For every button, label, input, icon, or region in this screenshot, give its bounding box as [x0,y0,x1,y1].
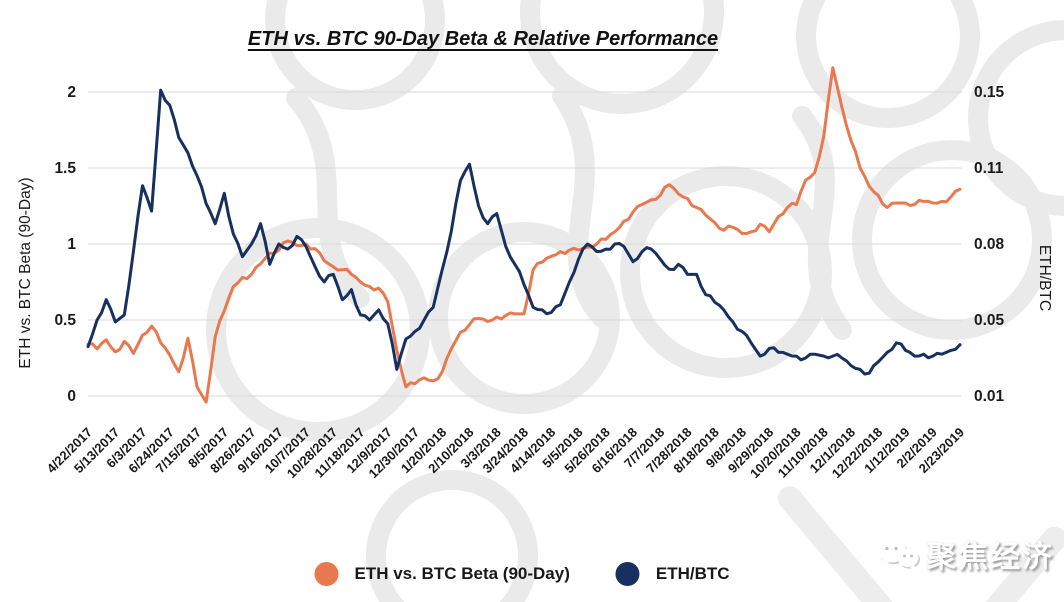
beta-series-line [86,66,962,404]
y-tick-label-right: 0.15 [974,84,1005,101]
beta-series-label: ETH vs. BTC Beta (90-Day) [354,564,570,583]
y-tick-label-left: 1.5 [54,160,76,177]
y-tick-label-right: 0.05 [974,312,1005,329]
y-tick-label-left: 0.5 [54,312,76,329]
y-tick-label-left: 1 [67,236,76,253]
axis-titles: ETH vs. BTC Beta (90-Day) ETH/BTC [17,177,1053,368]
brand-watermark: 聚焦经济 [874,532,1054,576]
y-tick-label-right: 0.11 [974,160,1004,177]
legend: ETH vs. BTC Beta (90-Day) ETH/BTC [314,562,730,586]
ethbtc-series-marker [615,562,640,586]
y-tick-label-left: 2 [67,84,76,101]
left-axis-ticks: 2 1.5 1 0.5 0 [54,84,76,405]
beta-series-marker [314,562,339,586]
wechat-bubbles-icon [878,539,920,570]
right-axis-title: ETH/BTC [1036,245,1053,311]
left-axis-title: ETH vs. BTC Beta (90-Day) [17,177,34,368]
legend-item-beta: ETH vs. BTC Beta (90-Day) [314,562,570,586]
chart-title: ETH vs. BTC 90-Day Beta & Relative Perfo… [247,28,719,50]
series-lines [86,66,962,404]
background-logo-watermark [206,0,1064,602]
y-tick-label-right: 0.08 [974,236,1005,253]
gridlines [88,91,962,397]
ethbtc-series-line [86,88,962,376]
y-tick-label-right: 0.01 [974,388,1005,405]
right-axis-ticks: 0.15 0.11 0.08 0.05 0.01 [974,84,1005,405]
brand-watermark-text: 聚焦经济 [926,541,1054,574]
x-axis-ticks: 4/22/20175/13/20176/3/20176/24/20177/15/… [44,425,968,482]
y-tick-label-left: 0 [67,388,76,405]
ethbtc-series-label: ETH/BTC [655,564,730,583]
legend-item-ethbtc: ETH/BTC [615,562,730,586]
